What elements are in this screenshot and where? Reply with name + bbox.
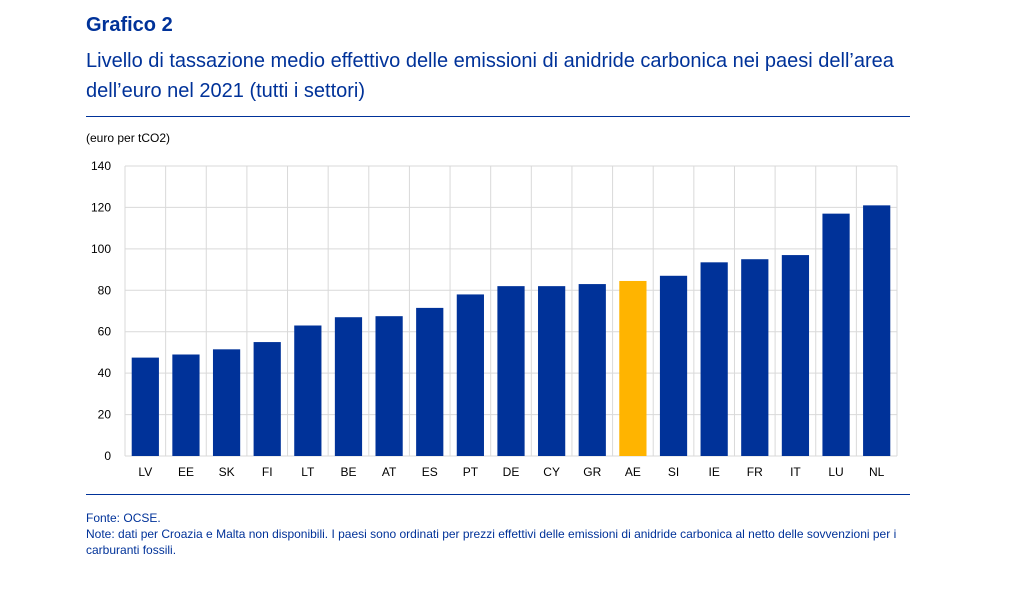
y-tick-label: 0: [104, 449, 111, 463]
y-tick-label: 100: [91, 242, 111, 256]
bottom-divider: [86, 494, 910, 495]
x-tick-label: LU: [828, 465, 843, 479]
bar-ie: [700, 262, 728, 456]
bar-si: [659, 275, 688, 456]
bar-sk: [212, 349, 241, 456]
x-tick-label: BE: [340, 465, 356, 479]
bar-lt: [294, 325, 322, 456]
bar-fr: [741, 259, 769, 456]
x-tick-label: SI: [668, 465, 679, 479]
y-tick-label: 80: [98, 283, 112, 297]
x-tick-label: IE: [708, 465, 719, 479]
x-tick-label: PT: [463, 465, 479, 479]
y-tick-label: 120: [91, 200, 111, 214]
explanatory-note: Note: dati per Croazia e Malta non dispo…: [86, 527, 897, 557]
unit-label: (euro per tCO2): [86, 131, 171, 145]
bar-it: [781, 255, 810, 456]
y-tick-label: 60: [98, 325, 112, 339]
x-tick-label: IT: [790, 465, 801, 479]
y-tick-label: 140: [91, 159, 111, 173]
x-tick-label: NL: [869, 465, 885, 479]
bar-pt: [456, 294, 484, 456]
x-tick-label: AE: [625, 465, 641, 479]
bars-layer: [131, 205, 891, 456]
x-tick-label: DE: [503, 465, 520, 479]
x-tick-label: LV: [138, 465, 152, 479]
x-tick-label: LT: [301, 465, 315, 479]
x-tick-label: FI: [262, 465, 273, 479]
x-tick-label: GR: [583, 465, 601, 479]
chart-subtitle: Livello di tassazione medio effettivo de…: [86, 50, 894, 102]
y-axis-ticks: 0 20 40 60 80 100 120 140: [91, 159, 111, 463]
bar-be: [334, 317, 363, 456]
bar-gr: [578, 284, 606, 456]
bar-at: [375, 316, 403, 456]
top-divider: [86, 116, 910, 117]
y-tick-label: 20: [98, 408, 112, 422]
bar-lu: [822, 213, 850, 456]
bar-ae: [619, 280, 647, 456]
x-axis-ticks: LV EE SK FI LT BE AT ES PT DE CY GR AE SI IE FR IT LU NL: [138, 465, 884, 479]
bar-fi: [253, 342, 281, 456]
footnotes: Fonte: OCSE. Note: dati per Croazia e Ma…: [86, 510, 906, 558]
x-tick-label: SK: [219, 465, 235, 479]
bar-nl: [863, 205, 891, 456]
x-tick-label: FR: [747, 465, 763, 479]
bar-de: [497, 286, 525, 456]
bar-chart: 0 20 40 60 80 100 120 140 LV EE SK FI LT BE AT ES PT DE C…: [91, 159, 898, 479]
x-tick-label: CY: [543, 465, 560, 479]
bar-es: [416, 307, 444, 456]
bar-ee: [172, 354, 200, 456]
y-tick-label: 40: [98, 366, 112, 380]
x-tick-label: AT: [382, 465, 397, 479]
grid-layer: [124, 165, 898, 457]
chart-title: Grafico 2: [86, 14, 173, 36]
x-tick-label: EE: [178, 465, 194, 479]
bar-lv: [131, 357, 159, 456]
source-note: Fonte: OCSE.: [86, 511, 161, 525]
bar-cy: [538, 286, 566, 456]
x-tick-label: ES: [422, 465, 438, 479]
